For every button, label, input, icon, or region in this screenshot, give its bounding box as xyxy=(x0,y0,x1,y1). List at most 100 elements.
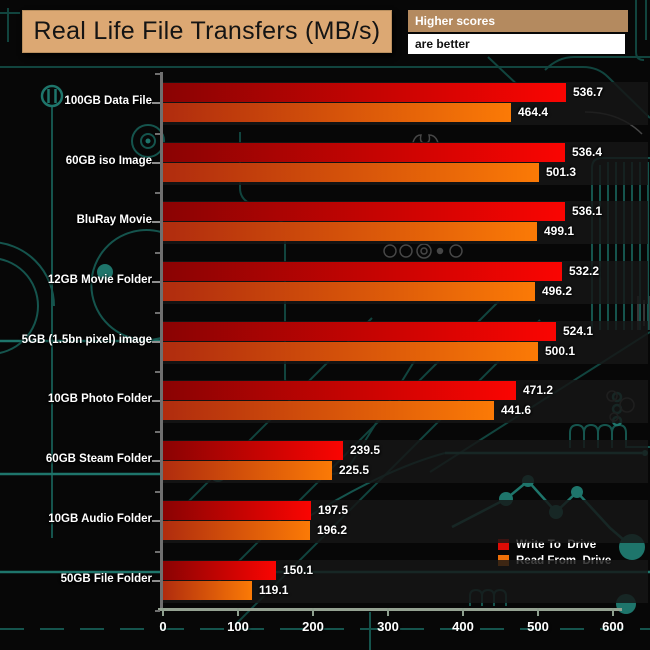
category-label: 10GB Photo Folder xyxy=(47,393,152,405)
x-tick xyxy=(537,608,539,616)
bar-write xyxy=(163,143,565,162)
category-tick xyxy=(152,400,160,402)
value-label-read: 464.4 xyxy=(518,105,549,119)
x-tick-label: 100 xyxy=(227,619,249,634)
banner-are-better: are better xyxy=(408,34,625,54)
x-tick-label: 500 xyxy=(527,619,549,634)
value-label-read: 225.5 xyxy=(339,463,370,477)
x-tick xyxy=(612,608,614,616)
y-minor-tick xyxy=(155,73,160,75)
legend-swatch-write xyxy=(498,539,509,550)
value-label-write: 536.4 xyxy=(572,145,603,159)
value-label-read: 196.2 xyxy=(317,523,348,537)
category-label: BluRay Movie xyxy=(76,214,152,226)
value-label-write: 239.5 xyxy=(350,443,381,457)
x-tick-label: 200 xyxy=(302,619,324,634)
value-label-write: 150.1 xyxy=(283,563,314,577)
x-tick xyxy=(162,608,164,616)
corner-arc-2 xyxy=(0,241,55,307)
target-dot xyxy=(145,138,151,144)
value-label-write: 536.1 xyxy=(572,204,603,218)
value-label-write: 197.5 xyxy=(318,503,349,517)
grey-ring-row-3b xyxy=(420,247,428,255)
grey-ring-row-3a xyxy=(416,243,432,259)
bar-read xyxy=(163,461,332,480)
category-tick xyxy=(152,460,160,462)
bar-read xyxy=(163,282,535,301)
bar-write xyxy=(163,381,516,400)
x-tick xyxy=(387,608,389,616)
trace-topleft xyxy=(0,8,20,42)
x-tick-label: 300 xyxy=(377,619,399,634)
screw-icon xyxy=(40,84,64,108)
value-label-read: 496.2 xyxy=(542,284,573,298)
value-label-write: 532.2 xyxy=(569,264,600,278)
category-tick xyxy=(152,221,160,223)
x-tick xyxy=(237,608,239,616)
node-dot-c xyxy=(97,264,113,280)
category-label: 50GB File Folder xyxy=(60,573,152,585)
y-minor-tick xyxy=(155,371,160,373)
category-tick xyxy=(152,341,160,343)
value-label-read: 501.3 xyxy=(546,165,577,179)
chart-title: Real Life File Transfers (MB/s) xyxy=(22,10,392,53)
trace-top-corner xyxy=(544,56,650,71)
screw-slots xyxy=(47,89,57,103)
bar-read xyxy=(163,103,511,122)
value-label-write: 471.2 xyxy=(523,383,554,397)
category-label: 100GB Data File xyxy=(64,95,152,107)
category-tick xyxy=(152,580,160,582)
corner-arc-1 xyxy=(0,258,40,354)
category-tick xyxy=(152,162,160,164)
bar-write xyxy=(163,202,565,221)
bar-write xyxy=(163,441,343,460)
y-minor-tick xyxy=(155,431,160,433)
value-label-write: 536.7 xyxy=(573,85,604,99)
value-label-read: 500.1 xyxy=(545,344,576,358)
trace-right-edge xyxy=(635,0,647,61)
bar-read xyxy=(163,342,538,361)
category-tick xyxy=(152,102,160,104)
value-label-read: 119.1 xyxy=(259,583,289,597)
grey-ring-row-1 xyxy=(383,244,397,258)
value-label-write: 524.1 xyxy=(563,324,594,338)
grey-ring-row-2 xyxy=(399,244,413,258)
grey-dot-row xyxy=(436,247,444,255)
bar-read xyxy=(163,163,539,182)
y-minor-tick xyxy=(155,491,160,493)
y-minor-tick xyxy=(155,133,160,135)
coil-right xyxy=(569,423,650,448)
bus-lines xyxy=(591,162,649,330)
y-minor-tick xyxy=(155,312,160,314)
bar-write xyxy=(163,322,556,341)
value-label-read: 499.1 xyxy=(544,224,575,238)
bar-read xyxy=(163,401,494,420)
bar-write xyxy=(163,561,276,580)
x-tick xyxy=(462,608,464,616)
bar-write xyxy=(163,262,562,281)
category-label: 12GB Movie Folder xyxy=(47,274,152,286)
banner-higher-scores: Higher scores xyxy=(408,10,628,32)
y-minor-tick xyxy=(155,610,160,612)
category-label: 60GB iso Image xyxy=(65,155,152,167)
trace-top xyxy=(0,66,650,119)
y-minor-tick xyxy=(155,252,160,254)
y-minor-tick xyxy=(155,192,160,194)
signal-node-4 xyxy=(571,486,583,498)
category-tick xyxy=(152,520,160,522)
bar-read xyxy=(163,581,252,600)
y-axis-line xyxy=(160,72,163,611)
x-tick-label: 400 xyxy=(452,619,474,634)
x-tick-label: 0 xyxy=(159,619,167,634)
category-tick xyxy=(152,281,160,283)
x-tick-label: 600 xyxy=(602,619,624,634)
category-label: 10GB Audio Folder xyxy=(48,513,152,525)
category-label: 5GB (1.5bn pixel) image xyxy=(21,334,152,346)
value-label-read: 441.6 xyxy=(501,403,532,417)
grey-ring-row-4 xyxy=(449,244,463,258)
x-axis-line xyxy=(158,608,622,611)
bar-write xyxy=(163,83,566,102)
target-inner xyxy=(140,133,156,149)
bar-read xyxy=(163,521,310,540)
